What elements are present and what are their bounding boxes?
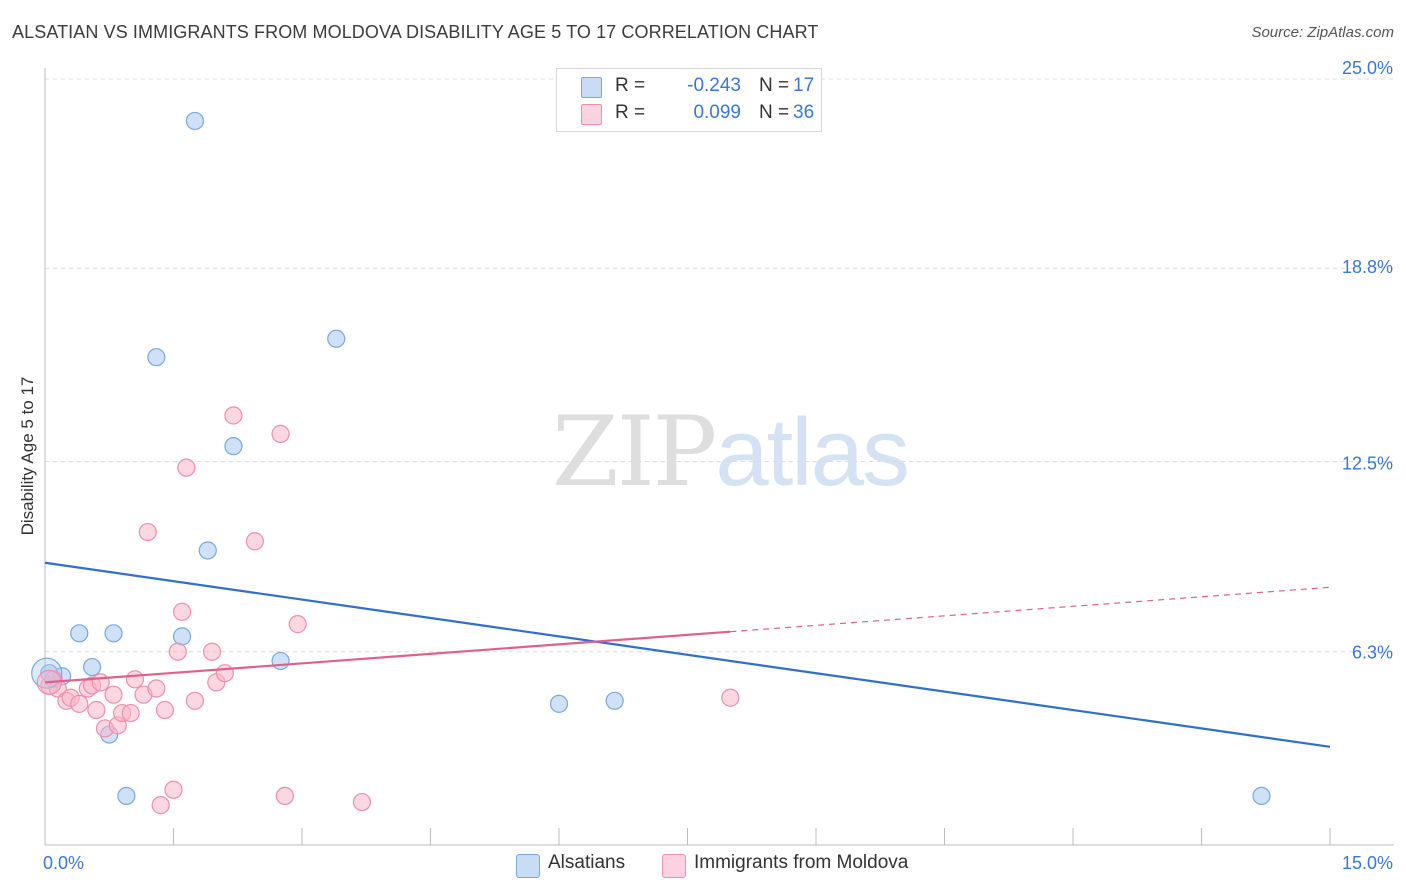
y-tick-label: 18.8%	[1342, 257, 1393, 277]
alsatians-point	[549, 694, 569, 713]
moldova-point	[168, 642, 187, 661]
moldova-point	[138, 522, 157, 542]
x-tick-label: 15.0%	[1342, 853, 1393, 873]
moldova-point	[70, 694, 89, 713]
alsatians-point	[172, 627, 192, 646]
moldova-point	[177, 458, 196, 477]
chart-title: ALSATIAN VS IMMIGRANTS FROM MOLDOVA DISA…	[12, 22, 819, 42]
moldova-point	[721, 688, 740, 707]
moldova-trend-line-dashed	[730, 586, 1331, 633]
alsatians-point	[605, 691, 624, 710]
watermark-zip: ZIP	[552, 396, 717, 508]
moldova-point	[185, 691, 205, 710]
y-tick-label: 6.3%	[1352, 643, 1393, 663]
alsatians-point	[104, 624, 123, 643]
alsatians-point	[1252, 786, 1271, 806]
alsatians-point	[185, 111, 205, 131]
watermark: ZIPatlas	[552, 396, 910, 508]
moldova-point	[172, 602, 192, 621]
alsatians-legend-swatch	[516, 854, 540, 878]
n-value: 17	[793, 75, 815, 96]
y-tick-label: 12.5%	[1342, 454, 1393, 474]
moldova-point	[275, 786, 294, 806]
r-value: 0.099	[693, 102, 741, 123]
alsatians-legend-label: Alsatians	[548, 852, 626, 873]
r-value: -0.243	[687, 75, 741, 96]
n-label: N =	[759, 75, 790, 96]
moldova-point	[164, 780, 183, 799]
alsatians-point	[117, 786, 136, 806]
r-label: R =	[615, 102, 646, 123]
moldova-legend-swatch	[662, 854, 686, 878]
alsatians-trend-line	[44, 561, 1331, 748]
y-axis-label: Disability Age 5 to 17	[18, 376, 37, 536]
moldova-point	[288, 615, 307, 634]
alsatians-point	[83, 657, 102, 677]
moldova-point	[151, 796, 170, 815]
x-tick-label: 0.0%	[43, 853, 84, 873]
moldova-point	[104, 685, 123, 704]
alsatians-point	[198, 541, 217, 560]
n-label: N =	[759, 102, 790, 123]
moldova-point	[202, 642, 222, 661]
moldova-point	[271, 424, 290, 443]
moldova-legend-label: Immigrants from Moldova	[694, 852, 909, 873]
moldova-point	[224, 406, 243, 425]
watermark-atlas: atlas	[715, 399, 910, 506]
alsatians-point	[147, 348, 166, 367]
moldova-point	[121, 703, 140, 723]
moldova-point	[125, 670, 145, 689]
moldova-point	[91, 673, 110, 692]
alsatians-swatch	[581, 77, 602, 98]
stats-legend: R = -0.243 N = 17 R = 0.099 N = 36	[556, 68, 822, 132]
moldova-point	[215, 664, 234, 683]
alsatians-point	[327, 329, 346, 348]
moldova-point	[245, 532, 264, 551]
y-tick-label: 25.0%	[1342, 58, 1393, 78]
r-label: R =	[615, 75, 646, 96]
alsatians-point	[271, 651, 290, 671]
alsatians-point	[70, 624, 89, 643]
alsatians-point	[224, 437, 243, 456]
moldova-point	[147, 679, 166, 698]
moldova-swatch	[581, 104, 602, 125]
n-value: 36	[793, 102, 815, 123]
moldova-point	[155, 700, 175, 720]
moldova-point	[352, 792, 372, 812]
moldova-point	[87, 700, 106, 720]
moldova-trend-line	[44, 630, 731, 684]
source-label: Source: ZipAtlas.com	[1251, 24, 1394, 41]
